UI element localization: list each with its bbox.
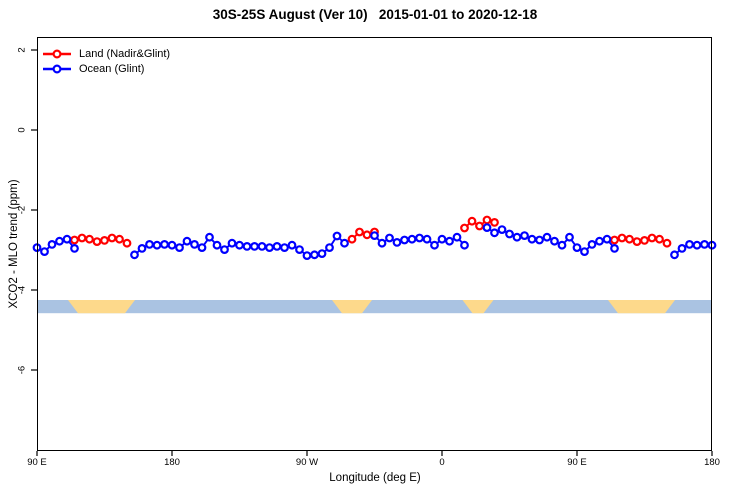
data-point <box>347 234 357 244</box>
x-tick-label: 180 <box>704 457 720 468</box>
legend: Land (Nadir&Glint) Ocean (Glint) <box>42 46 170 76</box>
data-point <box>137 243 147 253</box>
data-point <box>190 239 199 249</box>
data-point <box>542 232 552 242</box>
y-axis-label: XCO2 - MLO trend (ppm) <box>8 179 20 309</box>
data-point <box>287 240 297 250</box>
data-point <box>482 223 492 233</box>
data-point <box>437 234 447 244</box>
x-tick-label: 90 E <box>567 457 587 468</box>
ocean-strip-band <box>37 300 712 314</box>
land-strip-segment <box>332 300 372 314</box>
ocean-series <box>32 223 717 261</box>
data-point <box>520 231 529 241</box>
data-point <box>422 234 432 244</box>
data-point <box>497 225 507 235</box>
plot-area <box>37 37 712 451</box>
data-point <box>47 239 57 249</box>
x-tick-label: 90 E <box>27 457 47 468</box>
data-point <box>595 236 604 246</box>
page-title: 30S-25S August (Ver 10) 2015-01-01 to 20… <box>212 7 538 22</box>
data-point <box>70 243 79 253</box>
data-point <box>100 235 109 245</box>
data-point <box>340 238 349 248</box>
data-point <box>505 229 514 239</box>
data-point <box>602 234 612 244</box>
x-axis-label: Longitude (deg E) <box>329 472 421 484</box>
data-point <box>227 238 237 248</box>
data-point <box>280 243 289 253</box>
data-point <box>212 240 222 250</box>
data-point <box>550 236 559 246</box>
data-point <box>460 223 469 233</box>
data-point <box>175 243 184 253</box>
data-point <box>295 245 304 255</box>
y-tick-label: -4 <box>16 285 28 295</box>
data-point <box>62 234 72 244</box>
data-point <box>580 247 589 257</box>
data-point <box>197 243 207 253</box>
data-point <box>535 235 544 245</box>
data-point <box>475 221 484 231</box>
data-point <box>167 240 177 250</box>
data-point <box>377 238 387 248</box>
data-point <box>40 247 49 257</box>
data-point <box>332 231 342 241</box>
land-strip-segment <box>68 300 135 314</box>
legend-item-ocean: Ocean (Glint) <box>42 61 170 76</box>
data-point <box>662 238 672 248</box>
y-tick-label: -6 <box>16 365 28 375</box>
data-point <box>557 240 567 250</box>
ocean-series-symbol-icon <box>43 63 71 74</box>
legend-label-ocean: Ocean (Glint) <box>79 62 145 75</box>
land-strip-segment <box>462 300 494 314</box>
data-point <box>460 240 469 250</box>
data-point <box>655 234 664 244</box>
axis-ticks <box>31 49 713 456</box>
data-point <box>55 236 64 246</box>
data-point <box>490 217 499 227</box>
data-point <box>205 232 214 242</box>
land-ocean-strip <box>37 300 712 314</box>
data-point <box>467 216 477 226</box>
data-point <box>182 236 192 246</box>
data-point <box>85 234 94 244</box>
data-point <box>130 250 139 260</box>
data-point <box>325 243 334 253</box>
data-point <box>587 239 597 249</box>
data-point <box>565 232 574 242</box>
land-strip-segment <box>608 300 675 314</box>
data-point <box>122 238 132 248</box>
data-point <box>115 234 124 244</box>
x-tick-label: 0 <box>439 457 445 468</box>
data-point <box>610 243 619 253</box>
y-tick-label: 0 <box>16 127 28 133</box>
y-tick-label: -2 <box>16 205 28 215</box>
data-point <box>490 228 499 238</box>
data-point <box>430 240 439 250</box>
data-point <box>392 237 402 247</box>
y-tick-label: 2 <box>16 47 28 53</box>
x-tick-label: 90 W <box>295 457 319 468</box>
data-point <box>640 235 649 245</box>
data-point <box>677 243 687 253</box>
land-series-symbol-icon <box>43 48 71 59</box>
x-tick-label: 180 <box>164 457 180 468</box>
data-point <box>707 240 717 250</box>
data-point <box>445 236 454 246</box>
legend-label-land: Land (Nadir&Glint) <box>79 47 171 60</box>
data-point <box>355 227 364 237</box>
data-point <box>370 231 379 241</box>
legend-item-land: Land (Nadir&Glint) <box>42 46 170 61</box>
data-point <box>625 234 634 244</box>
data-point <box>220 245 229 255</box>
data-point <box>452 232 462 242</box>
data-point <box>512 232 522 242</box>
data-point <box>572 243 582 253</box>
data-point <box>670 250 679 260</box>
data-point <box>317 249 327 259</box>
data-point <box>385 233 394 243</box>
